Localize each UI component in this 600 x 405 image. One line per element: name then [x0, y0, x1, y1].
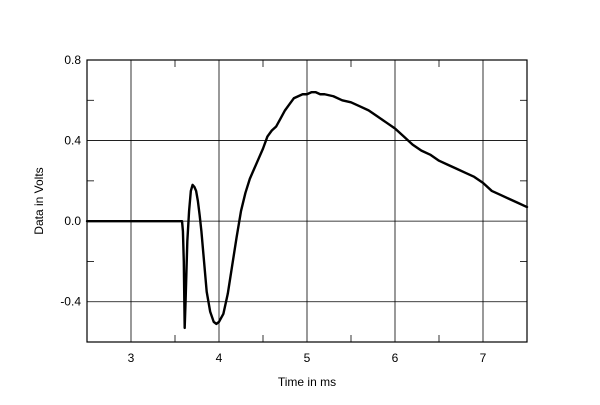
x-tick-label: 3 [128, 351, 135, 365]
x-tick-labels: 3 4 5 6 7 [128, 351, 487, 365]
plot-frame [86, 59, 528, 343]
y-tick-labels: -0.4 0.0 0.4 0.8 [60, 53, 81, 309]
y-axis-label: Data in Volts [32, 167, 46, 234]
x-tick-label: 7 [480, 351, 487, 365]
y-tick-label: -0.4 [60, 295, 81, 309]
grid-lines [87, 59, 527, 342]
y-tick-label: 0.8 [64, 53, 81, 67]
y-tick-label: 0.0 [64, 214, 81, 228]
y-tick-label: 0.4 [64, 134, 81, 148]
x-axis-label: Time in ms [278, 375, 336, 389]
x-tick-label: 4 [216, 351, 223, 365]
x-tick-label: 6 [392, 351, 399, 365]
series-line [85, 91, 529, 330]
x-tick-label: 5 [304, 351, 311, 365]
